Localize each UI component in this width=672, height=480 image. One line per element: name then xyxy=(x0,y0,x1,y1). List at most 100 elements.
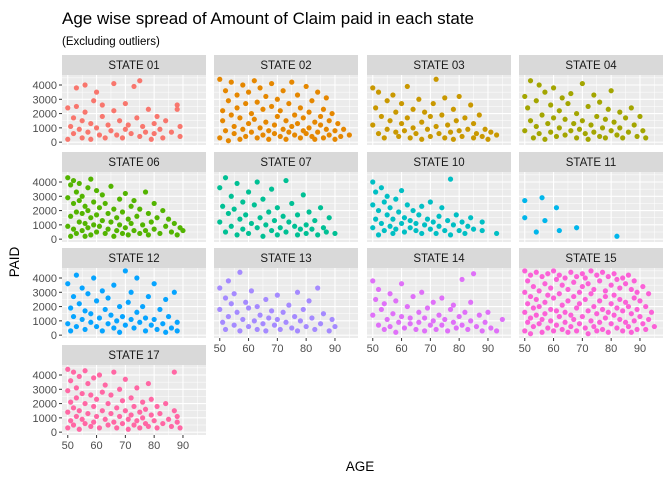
data-point xyxy=(111,369,117,375)
facet-strip-label: STATE 03 xyxy=(413,60,464,72)
y-tick-label: 3000 xyxy=(33,287,57,299)
data-point xyxy=(82,233,88,239)
data-point xyxy=(522,93,528,100)
data-point xyxy=(91,375,97,381)
data-point xyxy=(326,118,332,124)
data-point xyxy=(439,295,445,301)
data-point xyxy=(79,316,85,323)
data-point xyxy=(217,306,223,313)
data-point xyxy=(271,322,278,328)
data-point xyxy=(468,299,474,305)
data-point xyxy=(419,136,425,142)
data-point xyxy=(292,132,298,138)
data-point xyxy=(614,305,620,311)
data-point xyxy=(602,288,609,294)
data-point xyxy=(263,222,269,228)
data-point xyxy=(597,319,603,325)
data-point xyxy=(404,202,410,208)
data-point xyxy=(108,312,114,318)
data-point xyxy=(225,210,231,217)
data-point xyxy=(640,128,646,134)
data-point xyxy=(568,312,574,318)
data-point xyxy=(375,322,382,328)
data-point xyxy=(85,225,91,231)
data-point xyxy=(297,226,303,232)
data-point xyxy=(243,299,249,305)
data-point xyxy=(416,309,422,315)
data-point xyxy=(614,132,620,138)
data-point xyxy=(468,318,474,324)
x-tick-label: 80 xyxy=(605,343,617,355)
data-point xyxy=(128,289,134,295)
y-tick-label: 4000 xyxy=(33,370,57,382)
data-point xyxy=(320,135,327,141)
facet-panel: STATE 04 xyxy=(519,55,663,145)
data-point xyxy=(450,222,456,228)
data-point xyxy=(525,301,531,307)
data-point xyxy=(488,325,494,331)
data-point xyxy=(637,298,643,304)
data-point xyxy=(228,112,234,118)
data-point xyxy=(605,273,611,280)
data-point xyxy=(88,311,94,317)
data-point xyxy=(407,315,413,321)
data-point xyxy=(548,306,554,313)
data-point xyxy=(419,289,425,295)
data-point xyxy=(370,122,376,128)
data-point xyxy=(68,182,74,188)
data-point xyxy=(217,219,223,225)
facet-strip xyxy=(367,248,511,268)
data-point xyxy=(393,109,399,115)
data-point xyxy=(263,328,269,334)
data-point xyxy=(527,78,534,84)
data-point xyxy=(91,222,97,228)
data-point xyxy=(530,323,537,330)
data-point xyxy=(525,278,531,284)
data-point xyxy=(88,392,94,398)
data-point xyxy=(96,315,103,321)
data-point xyxy=(628,286,634,293)
data-point xyxy=(527,331,534,337)
data-point xyxy=(450,302,456,308)
data-point xyxy=(401,215,408,221)
data-point xyxy=(576,289,583,295)
data-point xyxy=(117,303,123,310)
data-point xyxy=(309,315,315,321)
data-point xyxy=(260,321,266,327)
data-point xyxy=(128,412,134,418)
data-point xyxy=(82,400,88,407)
data-point xyxy=(306,209,312,215)
data-point xyxy=(582,325,588,331)
data-point xyxy=(427,199,433,205)
data-point xyxy=(413,326,419,333)
data-point xyxy=(251,78,257,84)
data-point xyxy=(433,326,439,333)
data-point xyxy=(228,301,234,307)
data-point xyxy=(292,223,298,229)
data-point xyxy=(91,403,97,410)
data-point xyxy=(401,229,408,235)
data-point xyxy=(174,319,180,325)
data-point xyxy=(620,135,626,141)
data-point xyxy=(565,298,571,304)
facet-strip-label: STATE 04 xyxy=(565,60,617,72)
data-point xyxy=(289,200,295,207)
data-point xyxy=(65,366,71,372)
data-point xyxy=(131,422,137,428)
data-point xyxy=(611,312,617,318)
data-point xyxy=(82,326,88,333)
data-point xyxy=(473,130,480,137)
data-point xyxy=(401,325,408,331)
data-point xyxy=(459,133,465,140)
data-point xyxy=(378,220,384,227)
data-point xyxy=(294,232,301,238)
data-point xyxy=(131,197,137,204)
data-point xyxy=(625,303,632,310)
data-point xyxy=(234,105,240,111)
data-point xyxy=(114,227,120,234)
data-point xyxy=(222,88,229,94)
data-point xyxy=(436,130,442,137)
data-point xyxy=(462,309,468,315)
data-point xyxy=(568,90,574,97)
